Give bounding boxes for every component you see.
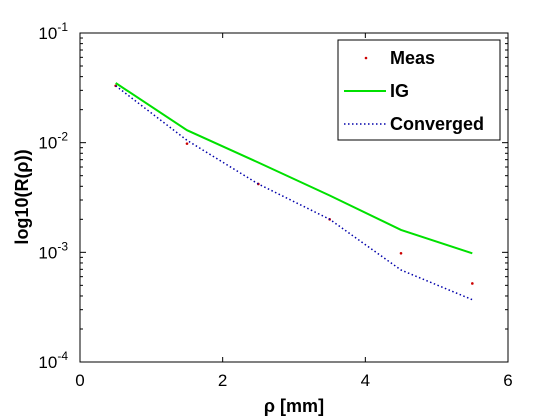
y-tick-label: 10-3	[38, 239, 68, 262]
x-tick-label: 2	[218, 371, 227, 390]
y-tick-power: -1	[57, 20, 68, 34]
y-tick-label: 10-1	[38, 20, 68, 43]
y-tick-label: 10-4	[38, 349, 68, 372]
y-tick-base: 10	[38, 243, 57, 262]
point-meas	[399, 251, 403, 255]
legend-marker-meas	[364, 56, 368, 60]
legend-label-converged: Converged	[390, 114, 484, 134]
y-tick-label: 10-2	[38, 130, 68, 153]
x-axis: 0 2 4 6	[75, 33, 513, 390]
x-axis-label: ρ [mm]	[264, 396, 324, 416]
y-axis-label: log10(R(ρ))	[12, 149, 32, 244]
line-converged	[115, 85, 473, 301]
legend-label-ig: IG	[390, 81, 409, 101]
y-axis: 10-110-210-310-4	[38, 20, 508, 372]
point-meas	[471, 282, 474, 285]
series-layer	[114, 82, 474, 301]
point-meas	[185, 142, 189, 145]
legend: Meas IG Converged	[337, 39, 501, 141]
y-tick-base: 10	[38, 134, 57, 153]
legend-label-meas: Meas	[390, 48, 435, 68]
line-ig	[115, 82, 473, 255]
x-tick-label: 4	[361, 371, 370, 390]
y-tick-power: -2	[57, 130, 68, 144]
x-tick-label: 6	[503, 371, 512, 390]
x-tick-label: 0	[75, 371, 84, 390]
y-tick-base: 10	[38, 353, 57, 372]
y-tick-base: 10	[38, 24, 57, 43]
y-tick-power: -3	[57, 239, 68, 253]
y-tick-power: -4	[57, 349, 68, 363]
